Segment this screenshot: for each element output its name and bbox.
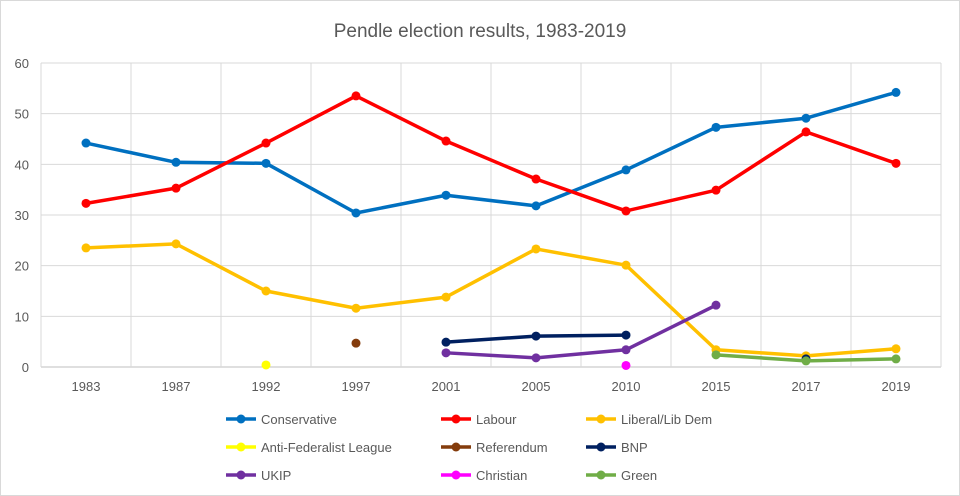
legend-marker xyxy=(451,470,461,480)
data-point xyxy=(441,348,451,358)
legend-marker xyxy=(596,442,606,452)
y-tick-label: 20 xyxy=(15,259,29,274)
legend-marker xyxy=(236,414,246,424)
y-tick-label: 0 xyxy=(22,360,29,375)
data-point xyxy=(261,158,271,168)
data-point xyxy=(531,353,541,363)
data-point xyxy=(441,190,451,200)
data-point xyxy=(171,157,181,167)
data-point xyxy=(891,344,901,354)
legend-marker xyxy=(236,470,246,480)
x-tick-label: 1997 xyxy=(342,379,371,394)
y-tick-label: 60 xyxy=(15,56,29,71)
series-line xyxy=(85,94,897,213)
data-point xyxy=(801,127,811,137)
legend-marker xyxy=(451,414,461,424)
x-tick-label: 1983 xyxy=(72,379,101,394)
data-point xyxy=(351,303,361,313)
data-point xyxy=(711,185,721,195)
x-tick-label: 2001 xyxy=(432,379,461,394)
data-point xyxy=(81,243,91,253)
legend-marker xyxy=(596,470,606,480)
data-point xyxy=(531,244,541,254)
x-tick-label: 1992 xyxy=(252,379,281,394)
x-tick-label: 1987 xyxy=(162,379,191,394)
legend-label: Anti-Federalist League xyxy=(261,440,392,455)
x-tick-label: 2010 xyxy=(612,379,641,394)
data-point xyxy=(171,239,181,249)
legend-label: Referendum xyxy=(476,440,548,455)
data-point xyxy=(531,201,541,211)
y-tick-label: 40 xyxy=(15,157,29,172)
data-point xyxy=(261,360,271,370)
series-line xyxy=(445,303,717,360)
data-point xyxy=(621,360,631,370)
data-point xyxy=(351,91,361,101)
legend-label: Green xyxy=(621,468,657,483)
data-point xyxy=(711,122,721,132)
chart-title: Pendle election results, 1983-2019 xyxy=(334,21,627,42)
data-point xyxy=(351,338,361,348)
data-point xyxy=(891,354,901,364)
x-tick-label: 2015 xyxy=(702,379,731,394)
data-point xyxy=(711,350,721,360)
data-point xyxy=(891,158,901,168)
data-point xyxy=(621,260,631,270)
data-point xyxy=(171,183,181,193)
data-point xyxy=(441,337,451,347)
data-point xyxy=(711,300,721,310)
legend-marker xyxy=(596,414,606,424)
y-tick-label: 50 xyxy=(15,107,29,122)
legend-label: Labour xyxy=(476,412,517,427)
data-point xyxy=(891,87,901,97)
data-point xyxy=(81,138,91,148)
legend-label: UKIP xyxy=(261,468,291,483)
y-tick-label: 30 xyxy=(15,208,29,223)
data-point xyxy=(441,136,451,146)
series-line xyxy=(85,242,897,358)
data-point xyxy=(531,174,541,184)
data-point xyxy=(81,198,91,208)
data-point xyxy=(621,330,631,340)
data-point xyxy=(621,345,631,355)
legend-label: Christian xyxy=(476,468,527,483)
data-point xyxy=(621,165,631,175)
data-point xyxy=(261,286,271,296)
x-tick-label: 2017 xyxy=(792,379,821,394)
legend-marker xyxy=(451,442,461,452)
legend-marker xyxy=(236,442,246,452)
data-point xyxy=(801,356,811,366)
series-line xyxy=(85,90,897,215)
data-point xyxy=(621,206,631,216)
data-point xyxy=(261,138,271,148)
data-point xyxy=(531,331,541,341)
x-tick-label: 2019 xyxy=(882,379,911,394)
legend-label: Liberal/Lib Dem xyxy=(621,412,712,427)
x-tick-label: 2005 xyxy=(522,379,551,394)
legend-label: Conservative xyxy=(261,412,337,427)
legend-label: BNP xyxy=(621,440,648,455)
data-point xyxy=(441,292,451,302)
data-point xyxy=(801,113,811,123)
data-point xyxy=(351,208,361,218)
y-tick-label: 10 xyxy=(15,309,29,324)
